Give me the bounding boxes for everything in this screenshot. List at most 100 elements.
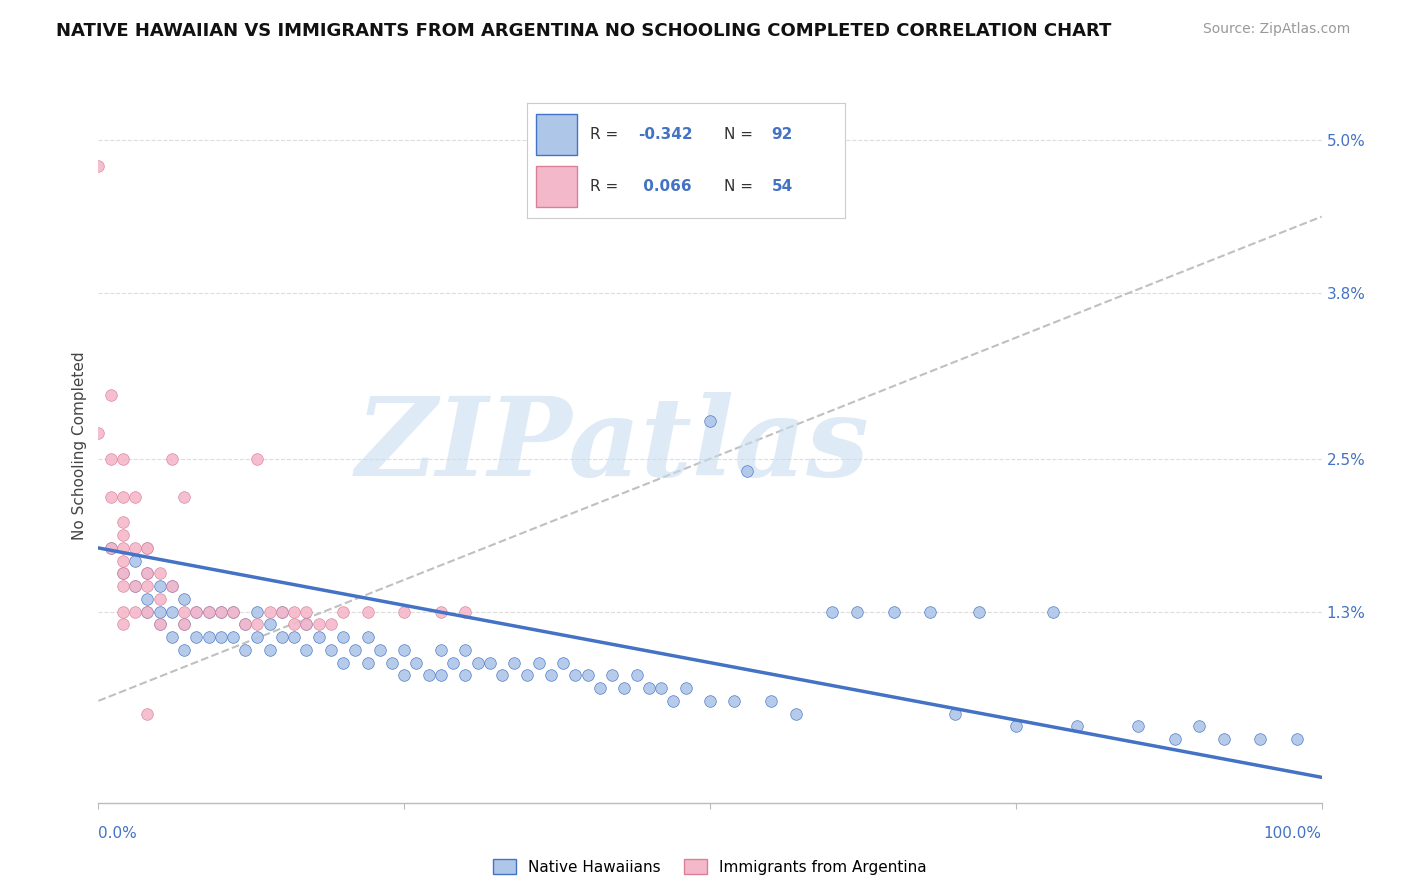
Point xyxy=(160,579,183,593)
Point xyxy=(111,579,134,593)
Point xyxy=(319,643,342,657)
Point xyxy=(270,630,294,644)
Point xyxy=(295,617,318,632)
Point xyxy=(100,541,122,555)
Point xyxy=(87,159,110,173)
Point xyxy=(491,668,513,682)
Point xyxy=(332,656,354,670)
Point xyxy=(332,630,354,644)
Point xyxy=(149,566,172,581)
Point xyxy=(430,643,453,657)
Point xyxy=(344,643,367,657)
Point xyxy=(613,681,636,695)
Point xyxy=(111,617,134,632)
Text: NATIVE HAWAIIAN VS IMMIGRANTS FROM ARGENTINA NO SCHOOLING COMPLETED CORRELATION : NATIVE HAWAIIAN VS IMMIGRANTS FROM ARGEN… xyxy=(56,22,1112,40)
Point xyxy=(540,668,562,682)
Point xyxy=(283,617,305,632)
Point xyxy=(418,668,440,682)
Point xyxy=(295,617,318,632)
Point xyxy=(785,706,807,721)
Point xyxy=(173,643,195,657)
Point xyxy=(246,451,269,466)
Point xyxy=(761,694,783,708)
Legend: Native Hawaiians, Immigrants from Argentina: Native Hawaiians, Immigrants from Argent… xyxy=(488,853,932,880)
Point xyxy=(527,656,550,670)
Point xyxy=(845,605,868,619)
Point xyxy=(111,541,134,555)
Point xyxy=(209,605,232,619)
Point xyxy=(149,605,172,619)
Point xyxy=(503,656,526,670)
Point xyxy=(600,668,623,682)
Point xyxy=(454,668,477,682)
Point xyxy=(111,490,134,504)
Point xyxy=(1249,732,1271,747)
Point xyxy=(173,617,195,632)
Point xyxy=(100,451,122,466)
Point xyxy=(368,643,391,657)
Point xyxy=(699,694,721,708)
Point xyxy=(136,541,159,555)
Point xyxy=(699,413,721,427)
Point xyxy=(943,706,966,721)
Point xyxy=(1066,719,1088,733)
Point xyxy=(111,566,134,581)
Point xyxy=(576,668,599,682)
Point xyxy=(173,591,195,606)
Point xyxy=(136,605,159,619)
Text: Source: ZipAtlas.com: Source: ZipAtlas.com xyxy=(1202,22,1350,37)
Point xyxy=(87,426,110,441)
Point xyxy=(723,694,745,708)
Point xyxy=(246,617,269,632)
Y-axis label: No Schooling Completed: No Schooling Completed xyxy=(72,351,87,541)
Point xyxy=(160,630,183,644)
Point xyxy=(197,605,219,619)
Point xyxy=(553,656,575,670)
Point xyxy=(136,579,159,593)
Point xyxy=(883,605,905,619)
Point xyxy=(454,643,477,657)
Point xyxy=(111,528,134,542)
Point xyxy=(136,591,159,606)
Point xyxy=(124,605,146,619)
Point xyxy=(233,617,256,632)
Point xyxy=(1188,719,1211,733)
Point xyxy=(650,681,672,695)
Point xyxy=(111,516,134,530)
Point xyxy=(662,694,685,708)
Point xyxy=(1164,732,1187,747)
Point xyxy=(270,605,294,619)
Point xyxy=(160,605,183,619)
Point xyxy=(124,579,146,593)
Point xyxy=(111,451,134,466)
Point xyxy=(308,630,330,644)
Point xyxy=(270,605,294,619)
Text: 100.0%: 100.0% xyxy=(1264,827,1322,841)
Point xyxy=(100,388,122,402)
Point xyxy=(626,668,648,682)
Point xyxy=(136,566,159,581)
Point xyxy=(441,656,464,670)
Point xyxy=(149,617,172,632)
Point xyxy=(173,605,195,619)
Point xyxy=(356,605,378,619)
Point xyxy=(381,656,404,670)
Point xyxy=(332,605,354,619)
Point xyxy=(136,605,159,619)
Point xyxy=(920,605,942,619)
Point xyxy=(111,566,134,581)
Point xyxy=(246,630,269,644)
Point xyxy=(1004,719,1026,733)
Point xyxy=(100,541,122,555)
Point xyxy=(233,643,256,657)
Point xyxy=(124,490,146,504)
Point xyxy=(160,579,183,593)
Point xyxy=(259,643,281,657)
Point xyxy=(1042,605,1064,619)
Point xyxy=(233,617,256,632)
Point xyxy=(111,605,134,619)
Point xyxy=(454,605,477,619)
Point xyxy=(197,605,219,619)
Point xyxy=(160,451,183,466)
Point xyxy=(173,617,195,632)
